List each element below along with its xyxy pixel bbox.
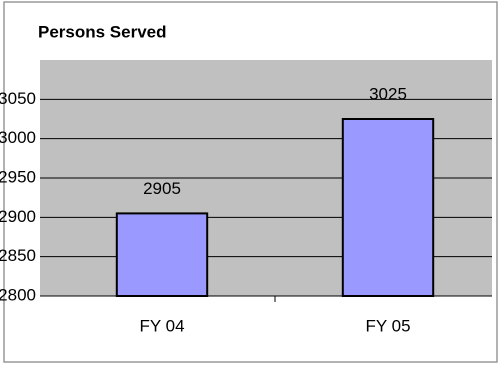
bar	[341, 118, 435, 297]
data-label: 3025	[369, 84, 407, 103]
data-label: 2905	[143, 179, 181, 198]
y-tick-label: 3000	[0, 128, 36, 147]
bar	[115, 212, 209, 297]
y-tick-label: 2950	[0, 167, 36, 186]
y-tick-label: 2850	[0, 246, 36, 265]
x-tick-label: FY 05	[365, 316, 410, 335]
y-tick-label: 2900	[0, 207, 36, 226]
y-tick-label: 3050	[0, 89, 36, 108]
chart-title: Persons Served	[38, 22, 167, 41]
y-tick-label: 2800	[0, 285, 36, 304]
x-tick-label: FY 04	[139, 316, 184, 335]
